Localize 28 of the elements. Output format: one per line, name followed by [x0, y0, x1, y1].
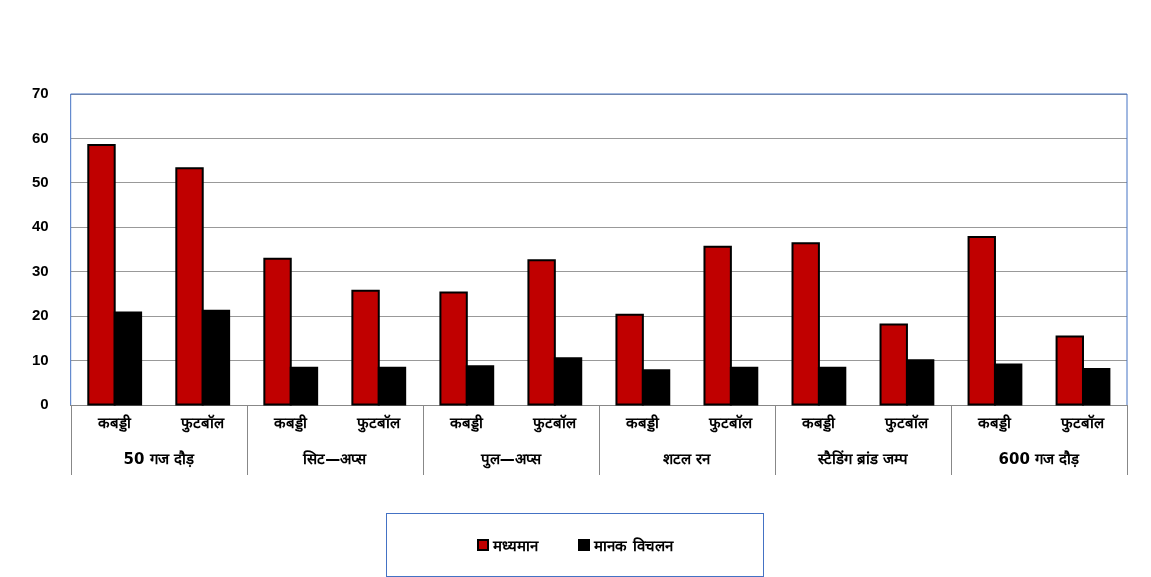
x-tick-label: कबड्डी [449, 413, 485, 432]
y-tick-label: 30 [32, 261, 49, 279]
text: शटल रन [663, 449, 712, 468]
x-tick-label: फुटबॉल [356, 413, 402, 433]
y-tick-label: 20 [32, 306, 49, 324]
y-tick-label: 70 [32, 84, 49, 102]
text: 600 गज दौड़ [998, 449, 1081, 468]
x-tick-label: कबड्डी [801, 413, 837, 432]
x-tick-label: फुटबॉल [1060, 413, 1106, 433]
text: सिट—अप्स [302, 449, 368, 468]
text: स्टैडिंग ब्रांड जम्प [816, 449, 910, 468]
legend-label: मध्यमान [493, 536, 539, 555]
text: पुल—अप्स [479, 449, 542, 469]
text: 50 गज दौड़ [123, 449, 195, 468]
y-tick-label: 40 [32, 217, 49, 235]
x-tick-label: फुटबॉल [180, 413, 226, 433]
x-tick-label: कबड्डी [977, 413, 1013, 432]
x-tick-label: फुटबॉल [532, 413, 578, 433]
y-tick-label: 10 [32, 350, 49, 368]
x-tick-label: कबड्डी [273, 413, 309, 432]
y-tick-label: 50 [32, 173, 49, 190]
x-tick-label: फुटबॉल [708, 413, 754, 433]
x-tick-label: फुटबॉल [884, 413, 930, 433]
y-tick-label: 0 [40, 395, 49, 413]
x-tick-label: कबड्डी [625, 413, 661, 432]
y-tick-label: 60 [32, 128, 49, 146]
x-tick-label: कबड्डी [97, 413, 133, 432]
legend-label: मानक विचलन [594, 536, 673, 555]
